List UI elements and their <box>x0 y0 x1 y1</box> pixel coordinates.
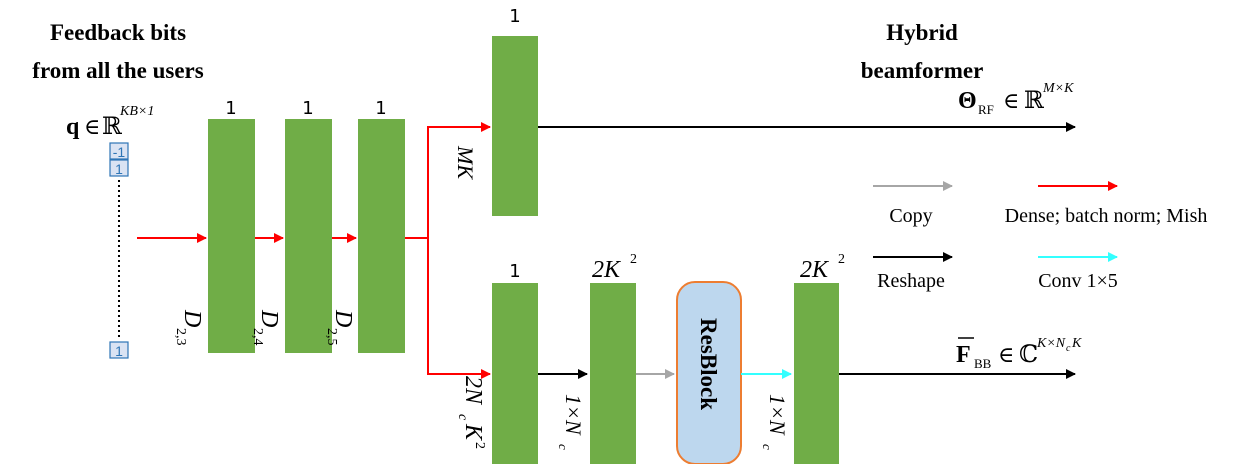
fbb-set: ℂ <box>1019 342 1038 368</box>
q-symbol: q <box>66 114 80 140</box>
dim-d1-sub: 2,3 <box>173 328 188 346</box>
bit-value-last: 1 <box>115 343 123 359</box>
bb-dim-b: K <box>460 423 486 442</box>
reshape-top-sup: 2 <box>630 252 637 267</box>
arrow-split-top <box>405 122 491 239</box>
q-superscript: KB×1 <box>119 104 154 119</box>
rf-layer-width: 1 <box>509 6 520 27</box>
title-hybrid-line1: Hybrid <box>886 20 958 45</box>
legend-dense-label: Dense; batch norm; Mish <box>1005 205 1208 227</box>
bb-dense-layer <box>492 283 538 464</box>
rf-dense-layer <box>492 36 538 216</box>
legend-copy-label: Copy <box>889 205 932 227</box>
resblock-label: ResBlock <box>696 318 721 410</box>
theta-in: ∈ <box>1003 88 1019 113</box>
reshape-top-main: 2K <box>592 257 622 283</box>
dense-layer-1-width: 1 <box>225 98 236 119</box>
bit-value-1: -1 <box>113 144 126 160</box>
bb-dim-sup: 2 <box>472 442 487 449</box>
dim-d3-sub: 2,5 <box>324 328 339 346</box>
dense-layer-1-dim: D 2,3 <box>173 309 205 346</box>
fbb-in: ∈ <box>998 342 1014 367</box>
q-set: ℝ <box>102 114 123 140</box>
legend-reshape-label: Reshape <box>877 270 945 292</box>
theta-sup: M×K <box>1042 81 1074 96</box>
bb-dim-sub: c <box>455 414 470 421</box>
bit-box-1 <box>109 142 129 160</box>
conv-dim: 1×N c <box>760 394 790 450</box>
arrow-split-bottom <box>427 238 491 379</box>
title-feedback-line2: from all the users <box>32 58 203 83</box>
bit-box-2 <box>109 159 129 177</box>
bit-box-last <box>109 341 129 359</box>
dense-layer-3 <box>358 119 405 353</box>
dim-d1-main: D <box>179 309 205 327</box>
theta-sub: RF <box>978 102 994 117</box>
fbb-sup-main: K×N <box>1036 336 1066 351</box>
fbb-sup-tail: K <box>1071 336 1082 351</box>
bit-value-2: 1 <box>115 161 123 177</box>
q-label: q ∈ ℝ KB×1 <box>66 104 154 140</box>
dim-d2-main: D <box>256 309 282 327</box>
reshape-layer <box>590 283 636 464</box>
dense-layer-2-width: 1 <box>302 98 313 119</box>
fbb-sub: BB <box>974 356 992 371</box>
dense-layer-3-dim: D 2,5 <box>324 309 356 346</box>
q-in: ∈ <box>84 114 100 139</box>
dense-layer-2 <box>285 119 332 353</box>
conv-top-main: 2K <box>800 257 830 283</box>
reshape-dim-a: 1×N <box>561 394 586 436</box>
legend-conv-label: Conv 1×5 <box>1038 270 1118 292</box>
mk-label: MK <box>453 145 478 180</box>
fbb-symbol: F <box>956 342 971 368</box>
bb-layer-width: 1 <box>509 261 520 282</box>
dim-d3-main: D <box>330 309 356 327</box>
conv-dim-a: 1×N <box>765 394 790 436</box>
theta-rf-label: Θ RF ∈ ℝ M×K <box>958 81 1074 117</box>
dim-d2-sub: 2,4 <box>250 328 265 346</box>
conv-top-label: 2K 2 <box>800 252 845 283</box>
reshape-dim: 1×N c <box>556 394 586 450</box>
conv-dim-sub: c <box>760 444 775 450</box>
fbb-sup-sub: c <box>1066 343 1071 354</box>
theta-symbol: Θ <box>958 88 977 114</box>
conv-top-sup: 2 <box>838 252 845 267</box>
theta-set: ℝ <box>1024 88 1045 114</box>
dense-layer-1 <box>208 119 255 353</box>
dense-layer-2-dim: D 2,4 <box>250 309 282 346</box>
fbb-label: F BB ∈ ℂ K×N c K <box>956 336 1082 371</box>
conv-output-layer <box>794 283 839 464</box>
title-feedback-line1: Feedback bits <box>50 20 186 45</box>
dense-layer-3-width: 1 <box>375 98 386 119</box>
title-hybrid-line2: beamformer <box>861 58 984 83</box>
bb-dim-a: 2N <box>460 376 486 406</box>
reshape-dim-sub: c <box>556 444 571 450</box>
resblock-text: ResBlock <box>696 318 721 410</box>
mk-text: MK <box>453 145 478 180</box>
reshape-top-label: 2K 2 <box>592 252 637 283</box>
bb-dense-dim: 2N c K 2 <box>455 376 487 449</box>
